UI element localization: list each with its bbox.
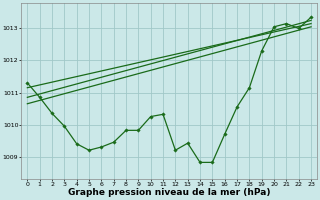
X-axis label: Graphe pression niveau de la mer (hPa): Graphe pression niveau de la mer (hPa) — [68, 188, 270, 197]
